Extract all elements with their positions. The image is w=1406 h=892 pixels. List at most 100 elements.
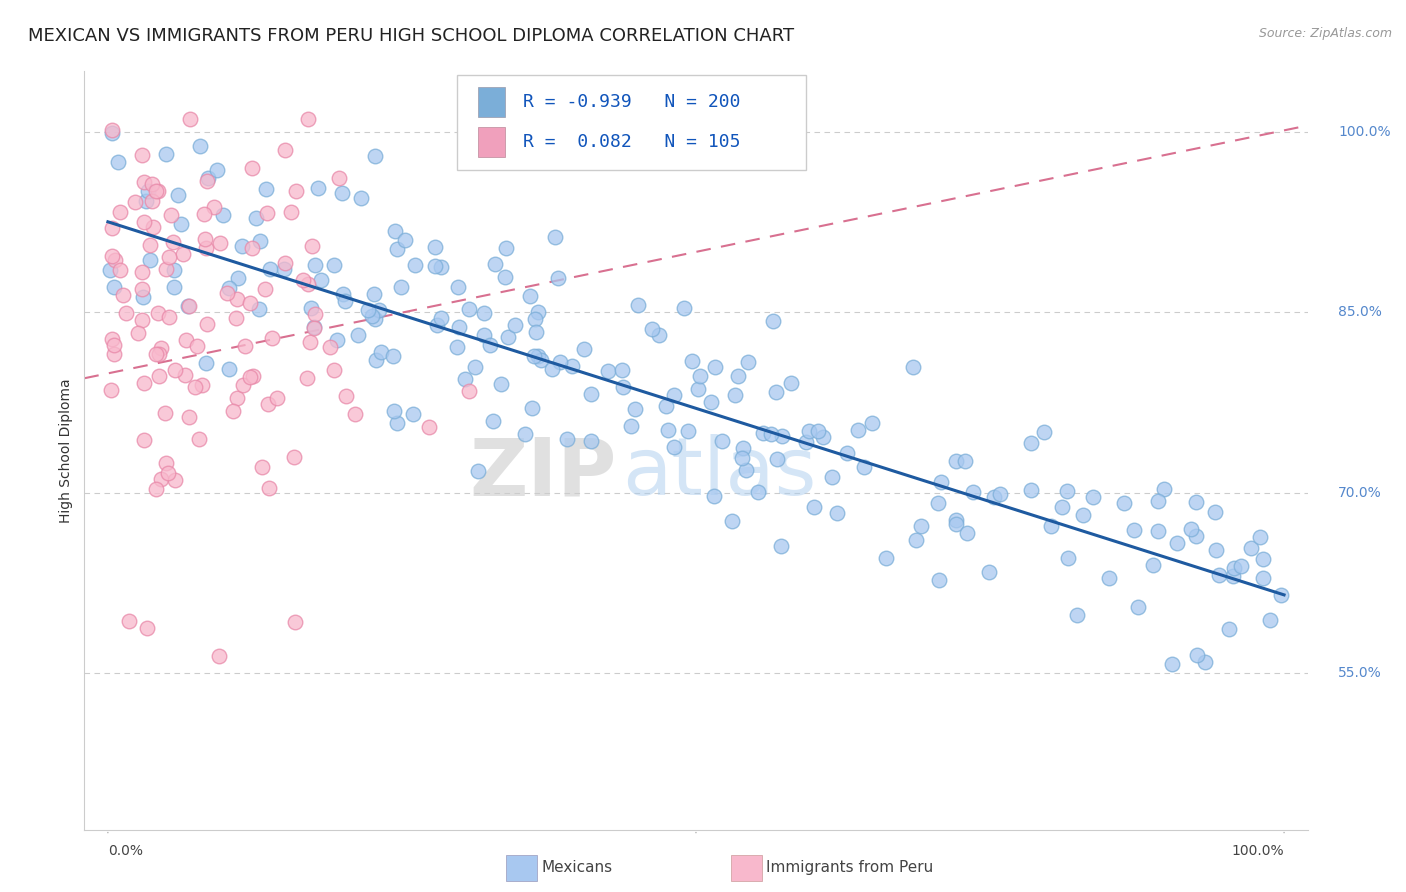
Point xyxy=(195,174,218,188)
Point xyxy=(527,349,550,363)
Point xyxy=(1204,505,1226,519)
Point xyxy=(389,279,412,293)
Point xyxy=(155,262,177,277)
Point xyxy=(218,361,240,376)
Point xyxy=(762,314,785,328)
Point xyxy=(404,258,426,272)
Point xyxy=(295,371,318,385)
Point xyxy=(710,434,733,448)
Point xyxy=(155,456,177,470)
Point xyxy=(780,376,803,391)
Point xyxy=(482,414,505,428)
Point xyxy=(274,255,297,269)
Point xyxy=(1081,490,1104,504)
Point xyxy=(523,311,546,326)
Text: MEXICAN VS IMMIGRANTS FROM PERU HIGH SCHOOL DIPLOMA CORRELATION CHART: MEXICAN VS IMMIGRANTS FROM PERU HIGH SCH… xyxy=(28,27,794,45)
Point xyxy=(1185,529,1208,543)
Point xyxy=(135,621,157,635)
Point xyxy=(274,143,297,157)
Point xyxy=(273,261,295,276)
Point xyxy=(540,362,562,376)
Text: 0.0%: 0.0% xyxy=(108,844,143,858)
Point xyxy=(111,287,134,301)
Point xyxy=(1208,567,1230,582)
Point xyxy=(138,253,160,268)
Point xyxy=(103,338,125,352)
Point xyxy=(145,482,167,496)
Point xyxy=(1112,496,1135,510)
Point xyxy=(835,446,858,460)
Point xyxy=(184,380,207,394)
Point xyxy=(157,310,180,325)
Text: Mexicans: Mexicans xyxy=(541,861,613,875)
Y-axis label: High School Diploma: High School Diploma xyxy=(59,378,73,523)
Point xyxy=(524,325,547,339)
Point xyxy=(228,271,250,285)
Point xyxy=(734,462,756,476)
Text: ZIP: ZIP xyxy=(470,434,616,512)
Point xyxy=(304,258,326,272)
Point xyxy=(447,279,470,293)
Point xyxy=(226,292,249,306)
Point xyxy=(1098,571,1121,585)
Point xyxy=(548,355,571,369)
Point xyxy=(299,301,322,315)
Point xyxy=(153,406,176,420)
Point xyxy=(231,239,253,253)
Point xyxy=(357,302,380,317)
Point xyxy=(425,259,447,273)
Point xyxy=(205,163,228,178)
Point xyxy=(155,146,177,161)
Point xyxy=(769,539,792,553)
Point xyxy=(498,329,520,343)
Point xyxy=(101,332,124,346)
Point xyxy=(179,112,201,127)
Point xyxy=(430,260,453,275)
Point xyxy=(242,369,264,384)
Point xyxy=(187,432,209,446)
Text: 55.0%: 55.0% xyxy=(1339,666,1382,680)
Point xyxy=(225,310,247,325)
Point xyxy=(394,233,416,247)
Point xyxy=(249,235,271,249)
Point xyxy=(1019,436,1042,450)
Point xyxy=(343,407,366,421)
Point xyxy=(131,313,153,327)
Text: R = -0.939   N = 200: R = -0.939 N = 200 xyxy=(523,93,741,112)
Point xyxy=(1180,523,1202,537)
Point xyxy=(191,377,214,392)
Point xyxy=(727,369,749,384)
FancyBboxPatch shape xyxy=(478,87,505,118)
Point xyxy=(572,342,595,356)
Point xyxy=(515,427,537,442)
Point xyxy=(945,513,967,527)
Point xyxy=(494,270,516,285)
Point xyxy=(103,347,125,361)
Point xyxy=(364,149,387,163)
Text: 85.0%: 85.0% xyxy=(1339,305,1382,319)
Point xyxy=(304,319,326,334)
Point xyxy=(731,441,754,455)
Point xyxy=(145,184,167,198)
Point xyxy=(332,286,354,301)
Point xyxy=(98,263,121,277)
Point xyxy=(166,188,188,202)
Text: R =  0.082   N = 105: R = 0.082 N = 105 xyxy=(523,133,741,152)
Point xyxy=(662,441,685,455)
Point xyxy=(370,345,392,359)
Point xyxy=(988,487,1011,501)
Point xyxy=(820,470,842,484)
Point xyxy=(761,427,783,442)
Point xyxy=(489,377,512,392)
Point xyxy=(598,364,620,378)
Point xyxy=(723,387,745,401)
Text: Source: ZipAtlas.com: Source: ZipAtlas.com xyxy=(1258,27,1392,40)
Point xyxy=(765,384,787,399)
Point xyxy=(454,372,477,386)
Point xyxy=(172,247,194,261)
Point xyxy=(148,347,170,361)
Point xyxy=(447,319,470,334)
Point xyxy=(239,369,262,384)
Point xyxy=(385,417,408,431)
Point xyxy=(173,368,195,382)
